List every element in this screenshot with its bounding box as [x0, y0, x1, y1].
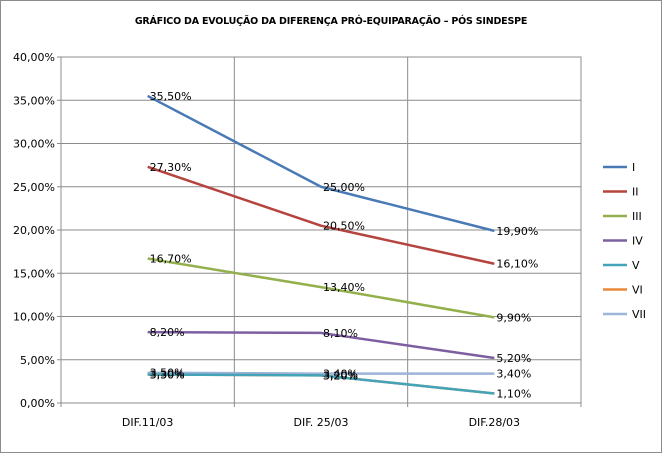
legend-label-IV: IV	[632, 235, 643, 248]
data-label: 9,90%	[496, 311, 531, 324]
data-label: 25,00%	[323, 181, 365, 194]
data-label: 3,20%	[323, 369, 358, 382]
y-tick-label: 40,00%	[13, 51, 55, 64]
data-label: 1,10%	[496, 387, 531, 400]
data-label: 16,70%	[150, 253, 192, 266]
y-tick-label: 10,00%	[13, 311, 55, 324]
series-line-V	[147, 373, 495, 395]
series-line-IV	[147, 330, 495, 360]
x-tick-label: DIF. 25/03	[294, 416, 349, 429]
x-tick-label: DIF.28/03	[469, 416, 520, 429]
data-label: 3,30%	[150, 368, 185, 381]
data-label: 16,10%	[496, 258, 538, 271]
data-label: 3,50%	[150, 367, 185, 380]
legend-label-III: III	[632, 210, 642, 223]
y-tick-label: 30,00%	[13, 138, 55, 151]
data-label: 19,90%	[496, 225, 538, 238]
data-label: 35,50%	[150, 90, 192, 103]
y-tick-label: 15,00%	[13, 267, 55, 280]
data-label: 27,30%	[150, 161, 192, 174]
data-label: 8,10%	[323, 327, 358, 340]
data-label: 3,30%	[150, 368, 185, 381]
legend-label-II: II	[632, 186, 639, 199]
data-label: 13,40%	[323, 281, 365, 294]
series-line-I	[147, 94, 495, 233]
data-label: 8,20%	[150, 326, 185, 339]
data-label: 3,40%	[323, 368, 358, 381]
chart-title: GRÁFICO DA EVOLUÇÃO DA DIFERENÇA PRÓ-EQU…	[134, 16, 528, 27]
data-label: 20,50%	[323, 220, 365, 233]
data-label: 5,20%	[496, 352, 531, 365]
y-tick-label: 5,00%	[20, 354, 55, 367]
series-line-III	[147, 257, 495, 319]
y-tick-label: 35,00%	[13, 94, 55, 107]
legend-label-VI: VI	[632, 284, 643, 297]
y-tick-label: 0,00%	[20, 397, 55, 410]
series-line-VI	[147, 373, 495, 395]
data-label: 3,40%	[496, 368, 531, 381]
y-tick-label: 20,00%	[13, 224, 55, 237]
x-tick-label: DIF.11/03	[122, 416, 173, 429]
legend-label-VII: VII	[632, 308, 646, 321]
data-label: 3,20%	[323, 369, 358, 382]
series-line-VII	[147, 371, 495, 375]
y-tick-label: 25,00%	[13, 181, 55, 194]
legend-label-I: I	[632, 161, 635, 174]
legend-label-V: V	[632, 259, 640, 272]
series-line-II	[147, 165, 495, 265]
